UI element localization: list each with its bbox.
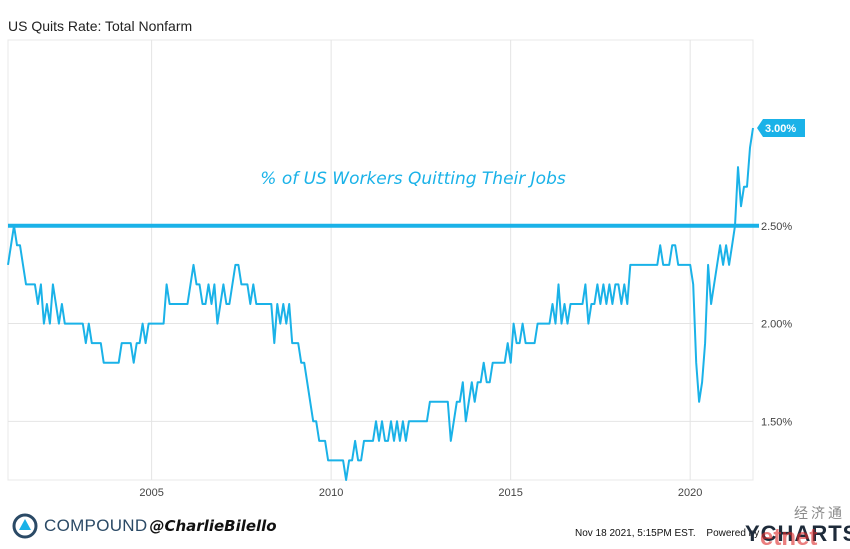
plot-area (7, 39, 754, 481)
x-tick-label: 2020 (678, 487, 702, 499)
x-tick-label: 2005 (139, 487, 163, 499)
author-handle: @CharlieBilello (149, 517, 277, 535)
provider-logo: YCHARTS (745, 521, 850, 546)
brand-name: COMPOUND (44, 516, 148, 535)
watermark-en: etnet (760, 524, 818, 549)
y-axis-ticks: 1.50% 2.00% 2.50% (761, 221, 792, 429)
chart-title: US Quits Rate: Total Nonfarm (8, 18, 193, 34)
y-tick-label: 1.50% (761, 416, 792, 428)
x-tick-label: 2010 (319, 487, 343, 499)
timestamp-footer: Nov 18 2021, 5:15PM EST. Powered by (575, 528, 759, 539)
series-line (7, 127, 754, 481)
timestamp: Nov 18 2021, 5:15PM EST. (575, 528, 696, 539)
last-value-label: 3.00% (765, 123, 796, 135)
powered-by: Powered by (706, 528, 760, 539)
chart-annotation: % of US Workers Quitting Their Jobs (260, 169, 566, 189)
horizontal-gridlines (8, 225, 753, 422)
vertical-gridlines (151, 40, 691, 480)
brand-footer: COMPOUND @CharlieBilello (12, 512, 277, 540)
watermark-cn: 经济通 (794, 505, 845, 521)
y-tick-label: 2.50% (761, 221, 792, 233)
x-tick-label: 2015 (498, 487, 522, 499)
last-value-badge-shape (757, 119, 805, 137)
last-value-badge: 3.00% (757, 119, 805, 137)
x-axis-ticks: 2005 2010 2015 2020 (139, 487, 702, 499)
y-tick-label: 2.00% (761, 319, 792, 331)
compound-logo-icon (12, 513, 38, 539)
